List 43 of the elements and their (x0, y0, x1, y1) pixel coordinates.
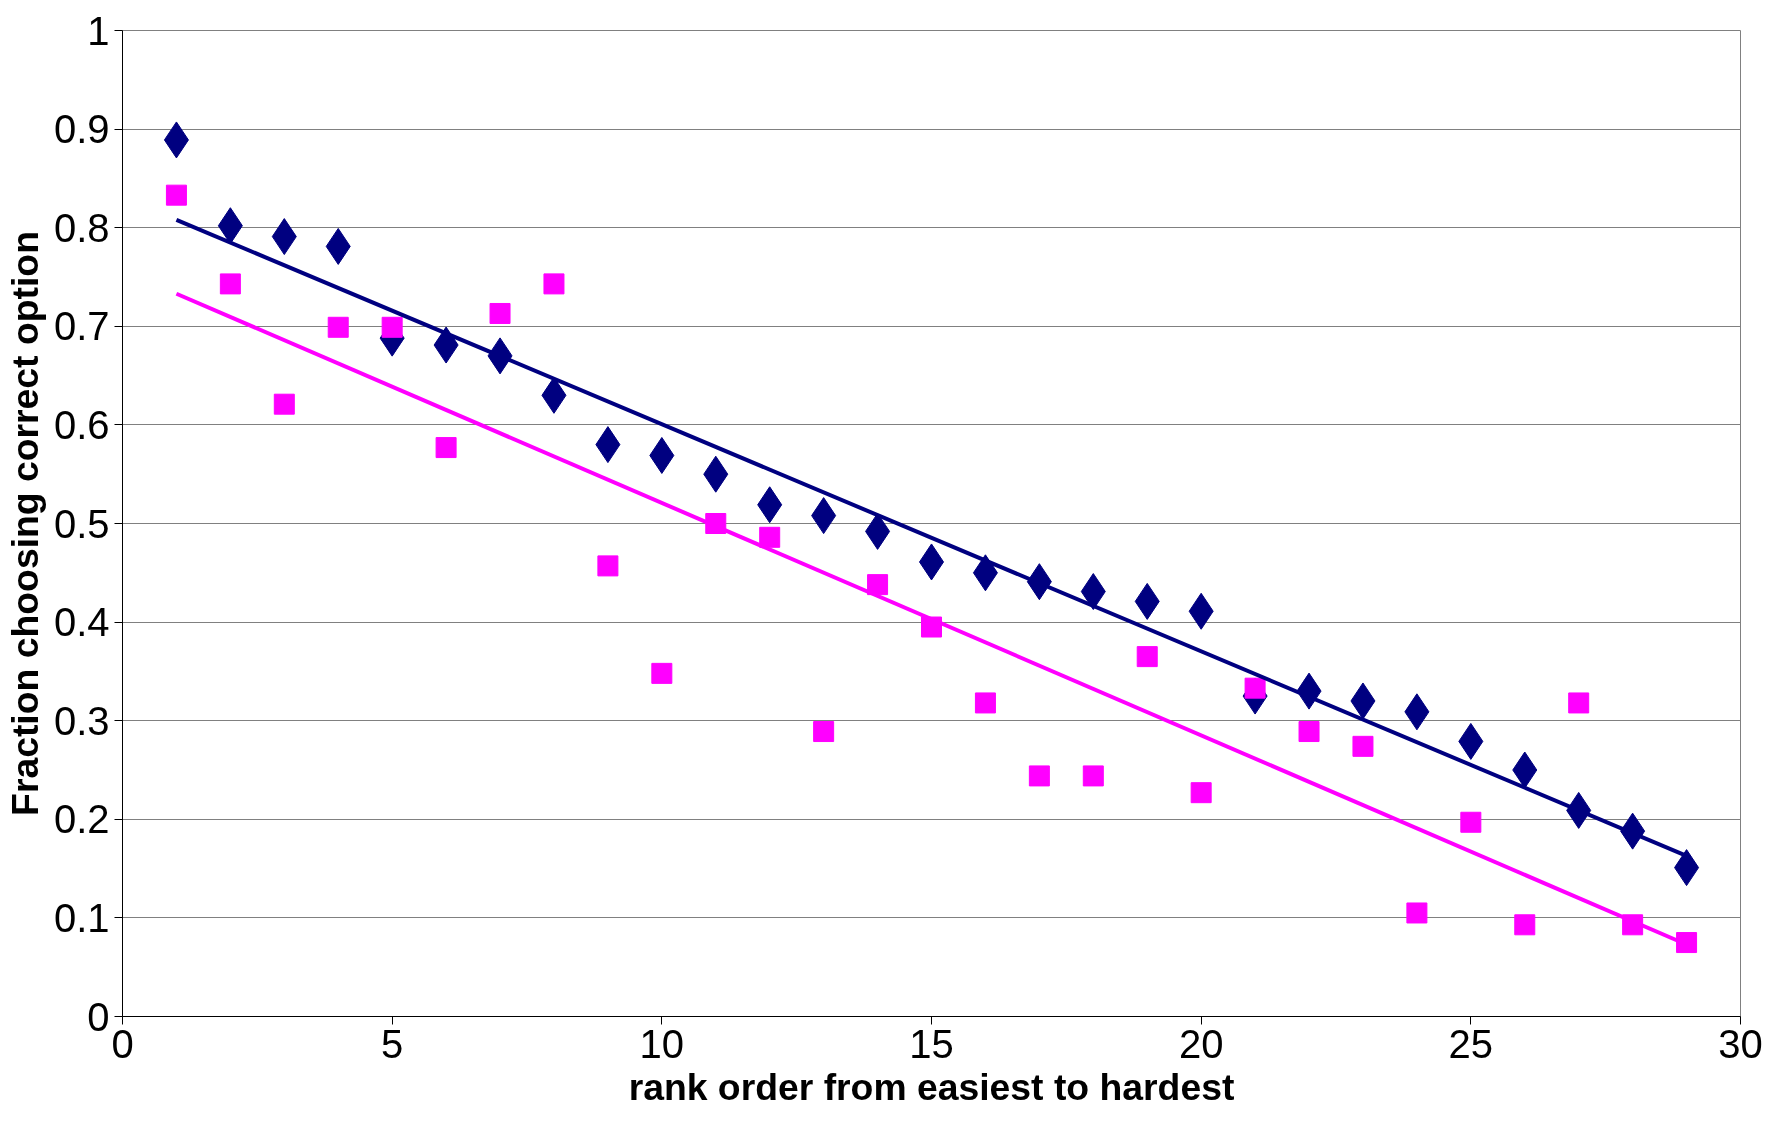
point (489, 302, 511, 324)
point (1514, 914, 1536, 936)
y-tick-label: 0.5 (53, 501, 110, 546)
point (1676, 932, 1698, 954)
point (219, 273, 241, 295)
point (1406, 902, 1428, 924)
y-tick-label: 0.9 (53, 107, 110, 152)
y-tick-label: 1 (87, 8, 110, 53)
x-tick-label: 25 (1448, 1021, 1494, 1066)
point (273, 393, 295, 415)
point (1190, 782, 1212, 804)
point (1082, 765, 1104, 787)
point (327, 316, 349, 338)
y-tick-label: 0.2 (53, 797, 110, 842)
y-axis-title: Fraction choosing correct option (3, 231, 46, 816)
x-tick-label: 30 (1718, 1021, 1763, 1066)
y-tick-label: 0.3 (53, 698, 110, 743)
point (381, 316, 403, 338)
point (1136, 646, 1158, 668)
point (1460, 811, 1482, 833)
x-axis-title: rank order from easiest to hardest (628, 1065, 1235, 1108)
point (867, 574, 889, 596)
y-tick-label: 0.6 (53, 402, 110, 447)
x-tick-label: 20 (1178, 1021, 1224, 1066)
point (1028, 765, 1050, 787)
point (435, 437, 457, 459)
y-tick-label: 0.8 (53, 205, 110, 250)
x-tick-label: 5 (381, 1021, 404, 1066)
x-tick-label: 10 (639, 1021, 685, 1066)
point (651, 662, 673, 684)
point (597, 555, 619, 577)
y-tick-label: 0.4 (53, 600, 110, 645)
point (1298, 721, 1320, 743)
x-tick-label: 15 (909, 1021, 954, 1066)
point (974, 692, 996, 714)
point (165, 184, 187, 206)
point (813, 721, 835, 743)
y-tick-label: 0.7 (53, 304, 110, 349)
point (759, 526, 781, 548)
point (543, 273, 565, 295)
y-tick-label: 0.1 (53, 895, 110, 940)
point (1352, 735, 1374, 757)
point (1568, 692, 1590, 714)
